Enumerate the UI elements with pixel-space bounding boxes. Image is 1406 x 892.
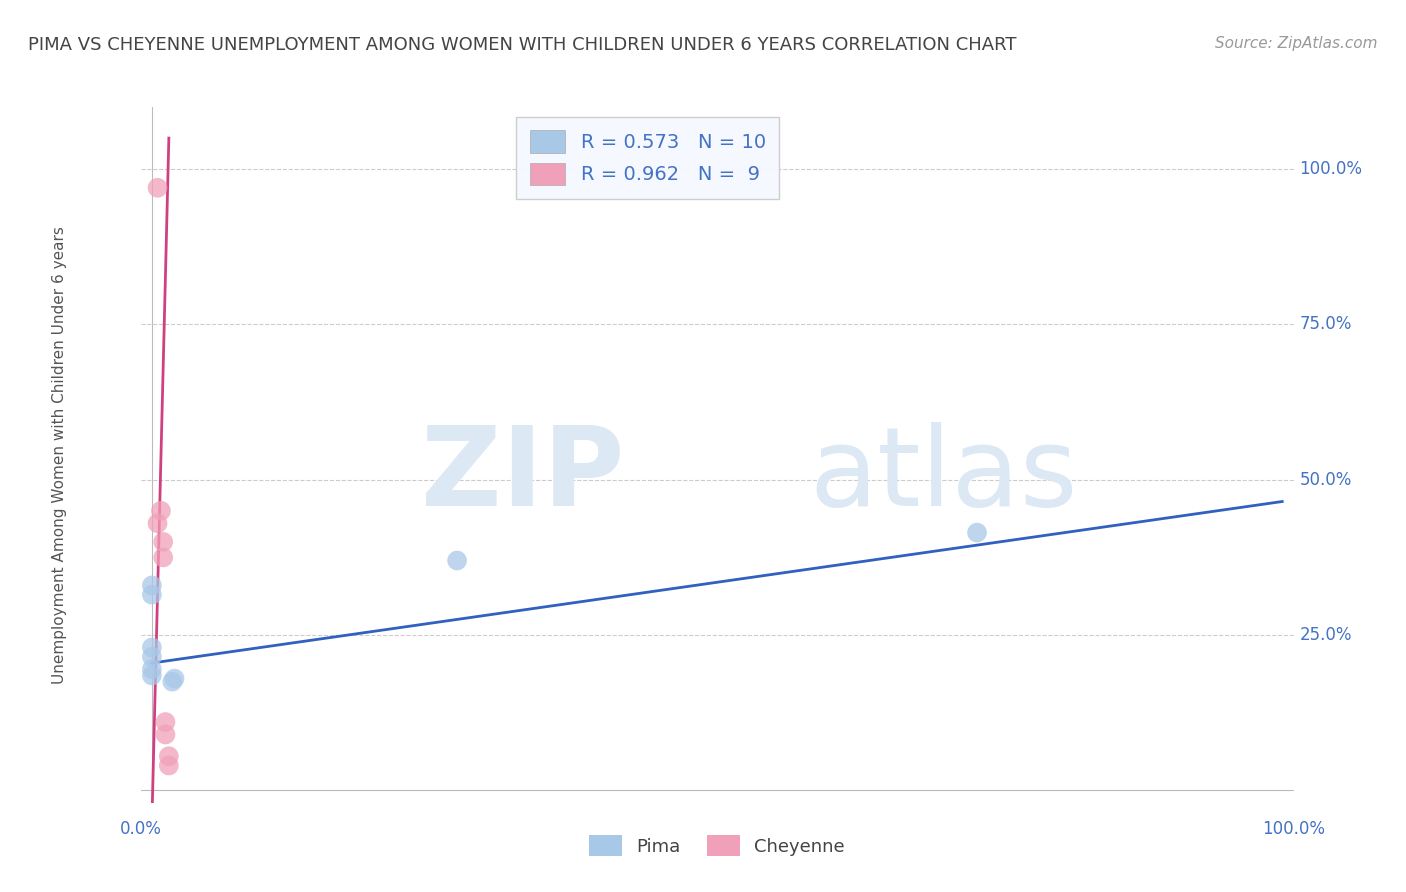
Text: atlas: atlas	[810, 422, 1078, 529]
Point	[141, 668, 163, 682]
Point	[141, 649, 163, 664]
Point	[162, 674, 184, 689]
Point	[149, 504, 172, 518]
Point	[446, 553, 468, 567]
Text: PIMA VS CHEYENNE UNEMPLOYMENT AMONG WOMEN WITH CHILDREN UNDER 6 YEARS CORRELATIO: PIMA VS CHEYENNE UNEMPLOYMENT AMONG WOME…	[28, 36, 1017, 54]
Point	[141, 662, 163, 676]
Point	[141, 578, 163, 592]
Point	[155, 727, 177, 741]
Point	[155, 714, 177, 729]
Text: 25.0%: 25.0%	[1299, 626, 1351, 644]
Point	[146, 516, 169, 531]
Point	[157, 758, 180, 772]
Text: 100.0%: 100.0%	[1263, 821, 1324, 838]
Text: 75.0%: 75.0%	[1299, 316, 1351, 334]
Point	[141, 640, 163, 655]
Text: 0.0%: 0.0%	[120, 821, 162, 838]
Point	[157, 749, 180, 764]
Point	[152, 550, 174, 565]
Point	[141, 588, 163, 602]
Text: 100.0%: 100.0%	[1299, 161, 1362, 178]
Text: 50.0%: 50.0%	[1299, 471, 1351, 489]
Legend: Pima, Cheyenne: Pima, Cheyenne	[582, 828, 852, 863]
Point	[152, 534, 174, 549]
Point	[163, 672, 186, 686]
Point	[146, 181, 169, 195]
Text: Unemployment Among Women with Children Under 6 years: Unemployment Among Women with Children U…	[52, 226, 67, 684]
Point	[966, 525, 988, 540]
Text: ZIP: ZIP	[422, 422, 624, 529]
Text: Source: ZipAtlas.com: Source: ZipAtlas.com	[1215, 36, 1378, 51]
